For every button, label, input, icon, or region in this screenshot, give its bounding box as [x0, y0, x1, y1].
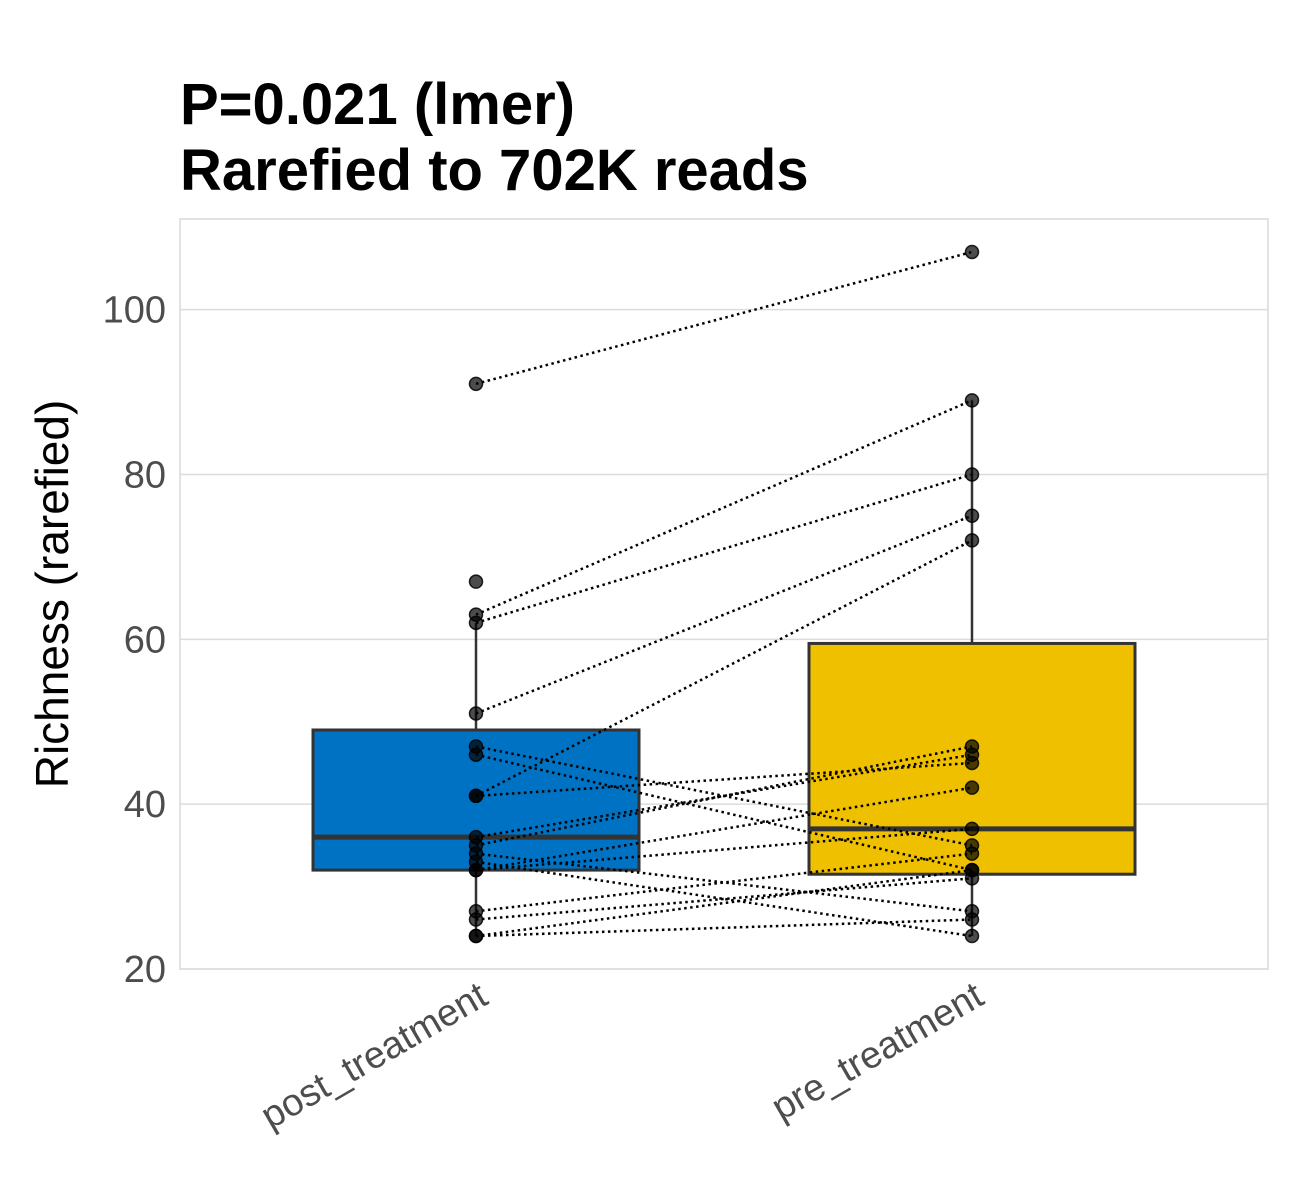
y-tick-label: 40	[124, 784, 166, 826]
x-tick-label: post_treatment	[254, 974, 495, 1137]
chart-title-line-1: P=0.021 (lmer)	[180, 72, 575, 137]
data-point	[964, 739, 980, 754]
paired-line	[475, 250, 973, 386]
y-tick-label: 20	[124, 949, 166, 991]
data-point	[964, 244, 980, 260]
paired-line	[475, 514, 973, 715]
data-point	[964, 821, 980, 837]
data-point	[964, 862, 980, 878]
x-tick-label: pre_treatment	[765, 974, 991, 1129]
data-point	[964, 467, 980, 482]
data-point	[468, 615, 484, 631]
chart-title-line-2: Rarefied to 702K reads	[180, 138, 809, 203]
paired-line	[475, 827, 973, 872]
data-point	[964, 846, 980, 861]
y-axis-title: Richness (rarefied)	[26, 400, 78, 789]
paired-line	[475, 745, 973, 847]
paired-line	[475, 852, 973, 913]
paired-line	[475, 753, 973, 872]
paired-line	[475, 399, 973, 616]
paired-line	[475, 473, 973, 625]
y-tick-label: 80	[124, 454, 166, 496]
paired-line	[475, 852, 973, 913]
data-point	[468, 706, 484, 721]
data-point	[468, 747, 484, 762]
data-point	[964, 533, 980, 548]
data-point	[964, 912, 980, 927]
plot-area: 20 40 60 80 100 post_treatment pre_treatment	[103, 218, 1269, 1138]
data-point	[468, 788, 484, 804]
data-point	[964, 780, 980, 795]
paired-line	[475, 918, 973, 938]
data-point	[468, 376, 484, 392]
paired-line	[475, 761, 973, 798]
y-tick-label: 100	[103, 290, 166, 332]
paired-line	[475, 877, 973, 921]
data-point	[964, 928, 980, 944]
data-point	[468, 862, 484, 878]
y-tick-label: 60	[124, 619, 166, 661]
data-point	[964, 508, 980, 523]
data-point	[468, 574, 484, 589]
data-point	[964, 393, 980, 408]
data-point	[468, 928, 484, 944]
data-point	[468, 912, 484, 927]
